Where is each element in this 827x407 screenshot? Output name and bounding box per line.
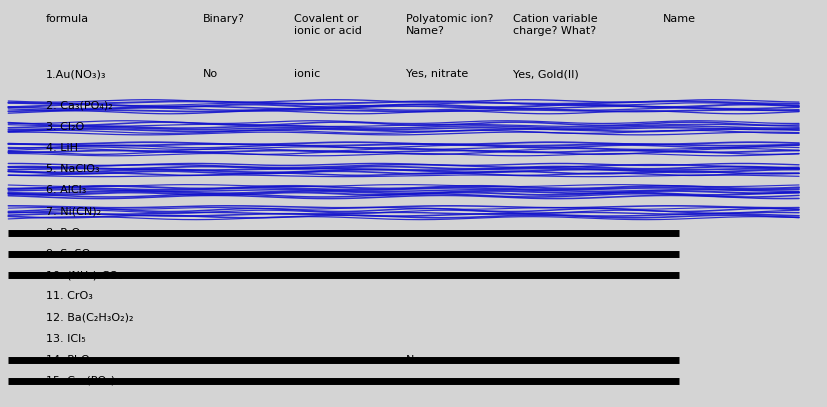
Text: 8. P₄O₁₀: 8. P₄O₁₀ — [45, 228, 88, 238]
Text: 10. (NH₄)₂CO₃: 10. (NH₄)₂CO₃ — [45, 270, 122, 280]
Text: 11. CrO₃: 11. CrO₃ — [45, 291, 93, 301]
Text: No: No — [405, 355, 420, 365]
Text: Cation variable
charge? What?: Cation variable charge? What? — [513, 14, 597, 36]
Text: No: No — [203, 69, 218, 79]
Text: 7. Ni(CN)₂: 7. Ni(CN)₂ — [45, 207, 101, 217]
Text: 12. Ba(C₂H₃O₂)₂: 12. Ba(C₂H₃O₂)₂ — [45, 313, 133, 322]
Text: 14. PbO₂: 14. PbO₂ — [45, 355, 93, 365]
Text: Yes, nitrate: Yes, nitrate — [405, 69, 467, 79]
Text: 1.Au(NO₃)₃: 1.Au(NO₃)₃ — [45, 69, 106, 79]
Text: formula: formula — [45, 14, 88, 24]
Text: Binary?: Binary? — [203, 14, 245, 24]
Text: ionic: ionic — [294, 69, 320, 79]
Text: Polyatomic ion?
Name?: Polyatomic ion? Name? — [405, 14, 493, 36]
Text: 5. NaClO₃: 5. NaClO₃ — [45, 164, 99, 174]
Text: 15. Ca₃(PO₄)₂: 15. Ca₃(PO₄)₂ — [45, 376, 119, 386]
Text: 13. ICl₅: 13. ICl₅ — [45, 334, 85, 344]
Text: Yes, Gold(II): Yes, Gold(II) — [513, 69, 578, 79]
Text: Covalent or
ionic or acid: Covalent or ionic or acid — [294, 14, 361, 36]
Text: 6. AlCl₃: 6. AlCl₃ — [45, 186, 86, 195]
Text: 2. Ca₃(PO₄)₂: 2. Ca₃(PO₄)₂ — [45, 101, 112, 111]
Text: 3. Cl₂O: 3. Cl₂O — [45, 122, 84, 132]
Text: 9. SnSO₃: 9. SnSO₃ — [45, 249, 94, 259]
Text: 4. LiH: 4. LiH — [45, 143, 78, 153]
Text: Name: Name — [662, 14, 695, 24]
